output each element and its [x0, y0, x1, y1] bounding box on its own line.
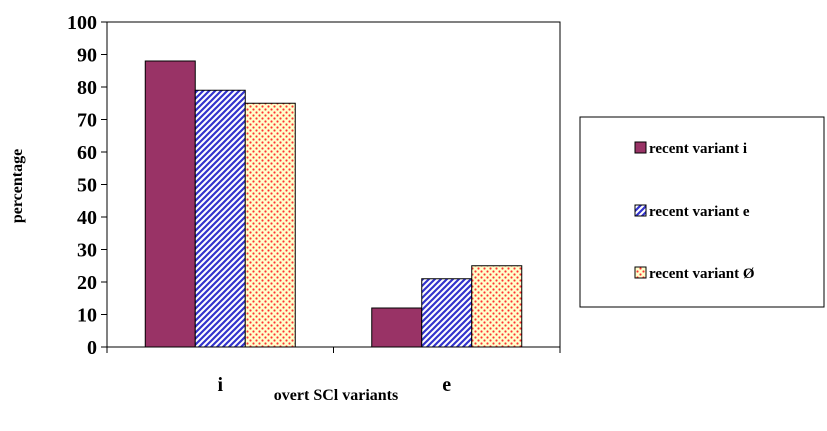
y-tick-label: 80 — [77, 77, 97, 99]
x-axis-title: overt SCl variants — [274, 387, 398, 404]
y-tick-label: 40 — [77, 207, 97, 229]
plot-area: 0 10 20 30 40 50 60 70 80 90 100 i e — [67, 12, 561, 396]
y-tick-label: 60 — [77, 142, 97, 164]
legend-label: recent variant e — [649, 204, 750, 220]
bar-recent-variant--e — [471, 265, 523, 348]
legend: recent variant i recent variant e recent v… — [579, 116, 825, 308]
x-category-label: i — [217, 374, 223, 396]
legend-label: recent variant i — [649, 141, 747, 157]
y-tick-label: 0 — [87, 337, 97, 359]
bar-recent-variant-i-i — [144, 60, 196, 348]
x-category-label: e — [442, 374, 451, 396]
legend-swatch — [634, 141, 647, 154]
legend-swatch — [634, 266, 647, 279]
legend-box — [579, 116, 825, 308]
y-tick-label: 50 — [77, 175, 97, 197]
y-tick-label: 90 — [77, 45, 97, 67]
bar-recent-variant-e-e — [421, 278, 473, 348]
bar-recent-variant-e-i — [194, 89, 246, 348]
bar-recent-variant--i — [244, 102, 296, 348]
y-tick-label: 30 — [77, 240, 97, 262]
y-tick-label: 70 — [77, 110, 97, 132]
legend-swatch — [634, 204, 647, 217]
y-tick-label: 10 — [77, 305, 97, 327]
y-tick-label: 100 — [67, 12, 97, 34]
y-tick-label: 20 — [77, 272, 97, 294]
bar-recent-variant-i-e — [371, 307, 423, 348]
y-axis-title: percentage — [9, 149, 26, 223]
legend-label: recent variant Ø — [649, 266, 755, 282]
